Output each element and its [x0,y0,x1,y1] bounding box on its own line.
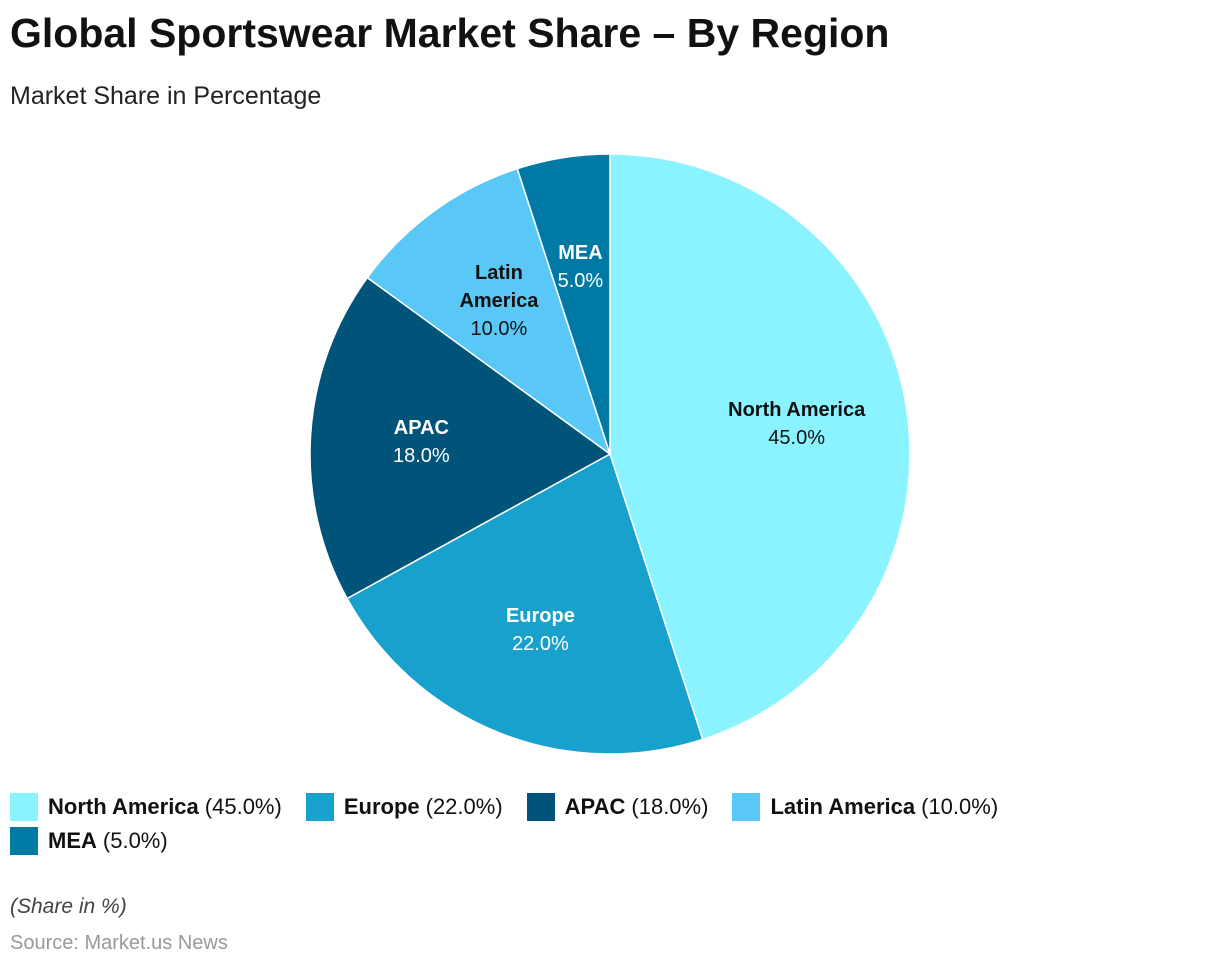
legend-name: APAC [564,794,626,819]
chart-title: Global Sportswear Market Share – By Regi… [10,10,890,56]
legend-name: Latin America [770,794,916,819]
slice-label: Latin America 10.0% [444,259,554,343]
source: Source: Market.us News [10,932,228,954]
legend-item: APAC (18.0%) [526,792,709,822]
slice-label: Europe 22.0% [506,602,575,658]
slice-value: 22.0% [512,632,569,655]
legend-value: (45.0%) [204,794,282,819]
slice-name: North America [728,399,866,422]
legend-name: Europe [343,794,420,819]
chart-subtitle: Market Share in Percentage [10,82,322,110]
slice-name: APAC [393,417,449,440]
legend-swatch [10,793,38,821]
legend-value: (18.0%) [631,794,709,819]
pie-slice [346,452,704,755]
pie-slice [309,276,612,600]
legend-value: (5.0%) [102,828,168,853]
legend-name: MEA [48,828,97,853]
slice-label: MEA 5.0% [558,239,604,295]
pie-slice [366,167,612,456]
legend-swatch [526,793,555,821]
slice-value: 18.0% [393,445,450,468]
legend-item: Latin America (10.0%) [732,792,998,822]
legend-item: Europe (22.0%) [305,792,503,822]
pie-slice [609,153,911,741]
slice-value: 10.0% [470,318,528,341]
slice-label: North America 45.0% [728,396,865,452]
legend-value: (22.0%) [425,794,503,819]
slice-value: 5.0% [557,270,604,293]
slice-name: Latin America [459,262,539,313]
slice-label: APAC 18.0% [393,414,450,470]
legend-swatch [732,793,761,821]
legend-swatch [305,793,334,821]
slice-name: Europe [505,604,575,627]
legend-item: North America (45.0%) [10,792,282,822]
legend: North America (45.0%) Europe (22.0%) APAC (18… [10,792,1070,856]
slice-name: MEA [558,242,603,265]
legend-swatch [10,827,38,855]
pie-slice [516,153,611,455]
slice-value: 45.0% [768,427,826,450]
note: (Share in %) [10,895,127,918]
legend-name: North America [48,794,199,819]
legend-value: (10.0%) [921,794,999,819]
legend-item: MEA (5.0%) [10,826,168,856]
